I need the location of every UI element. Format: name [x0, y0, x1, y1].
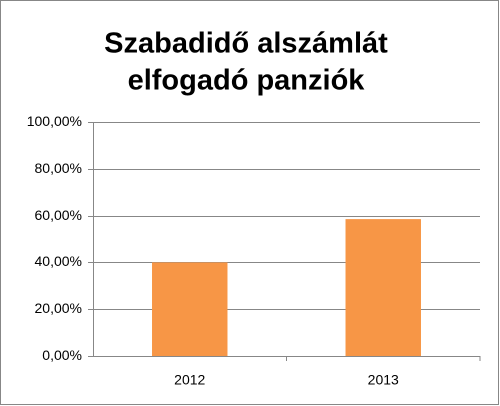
x-tick-label: 2013	[368, 372, 399, 388]
bar	[345, 219, 421, 356]
y-tick-label: 60,00%	[35, 207, 82, 223]
y-tick-label: 0,00%	[42, 347, 82, 363]
x-tick-label: 2012	[174, 372, 205, 388]
y-tick-label: 20,00%	[35, 300, 82, 316]
chart-title: Szabadidő alszámlát	[104, 28, 388, 60]
y-tick-label: 40,00%	[35, 253, 82, 269]
bar	[152, 262, 228, 356]
chart-title: elfogadó panziók	[128, 65, 366, 97]
y-tick-label: 100,00%	[27, 113, 82, 129]
y-tick-label: 80,00%	[35, 160, 82, 176]
